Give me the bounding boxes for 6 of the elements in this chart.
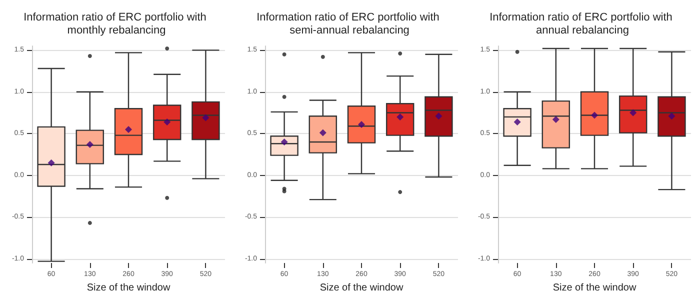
x-axis-title: Size of the window xyxy=(86,282,171,294)
chart-title: Information ratio of ERC portfolio with semi-annual rebalancing xyxy=(256,12,442,36)
chart-title: Information ratio of ERC portfolio with annual rebalancing xyxy=(490,12,676,36)
x-axis-title: Size of the window xyxy=(320,282,404,294)
chart-title: Information ratio of ERC portfolio with monthly rebalancing xyxy=(24,12,210,36)
x-axis-title: Size of the window xyxy=(552,282,637,294)
